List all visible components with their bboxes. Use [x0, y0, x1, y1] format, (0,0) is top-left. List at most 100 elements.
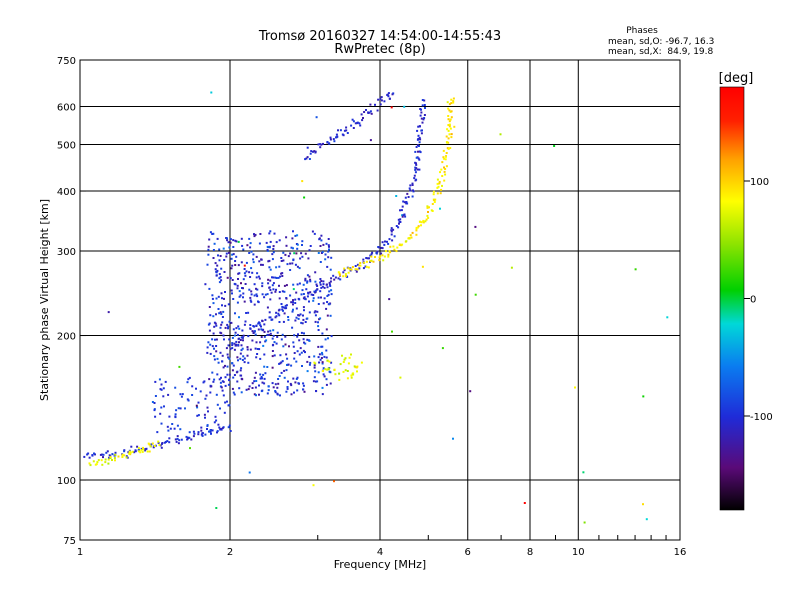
echo-point [321, 393, 324, 396]
echo-point [258, 384, 260, 387]
echo-point [153, 409, 156, 412]
echo-point [299, 257, 302, 260]
echo-point [270, 291, 273, 294]
echo-point [445, 135, 448, 138]
echo-point [158, 443, 161, 446]
echo-point [180, 438, 183, 441]
echo-point [211, 297, 214, 300]
echo-point [319, 278, 322, 280]
echo-point [243, 357, 246, 360]
echo-point [162, 387, 165, 390]
echo-point [321, 361, 324, 364]
echo-point [242, 292, 245, 295]
echo-point [314, 370, 317, 373]
echo-point [368, 257, 370, 260]
echo-point [380, 96, 383, 99]
echo-point [432, 190, 435, 193]
echo-point [339, 129, 342, 132]
echo-point [404, 196, 407, 199]
echo-point [223, 259, 226, 261]
echo-point [312, 484, 315, 487]
echo-point [228, 246, 231, 249]
echo-point [209, 231, 212, 234]
echo-point [397, 226, 400, 229]
echo-point [178, 365, 181, 368]
echo-point [449, 147, 452, 149]
echo-point [329, 268, 332, 271]
echo-point [346, 377, 349, 380]
echo-point [396, 246, 399, 249]
echo-point [302, 293, 305, 295]
echo-point [229, 238, 232, 241]
echo-point [279, 394, 281, 397]
echo-point [176, 424, 179, 427]
echo-point [246, 346, 249, 349]
echo-point [377, 246, 380, 248]
echo-point [196, 406, 199, 409]
echo-point [255, 255, 258, 258]
echo-point [330, 361, 333, 364]
echo-point [251, 330, 254, 333]
echo-point [197, 414, 200, 417]
echo-point [251, 271, 254, 274]
echo-point [166, 440, 169, 443]
echo-point [161, 442, 164, 444]
echo-point [352, 372, 355, 375]
echo-point [299, 347, 302, 350]
echo-point [446, 101, 449, 104]
echo-point [263, 365, 266, 368]
echo-point [243, 272, 246, 275]
echo-point [311, 230, 314, 233]
echo-point [179, 407, 182, 410]
echo-point [233, 342, 236, 345]
echo-point [284, 304, 287, 307]
echo-point [389, 245, 392, 248]
echo-point [379, 97, 382, 100]
echo-point [282, 259, 285, 262]
echo-point [174, 413, 177, 416]
echo-point [358, 267, 361, 270]
echo-point [275, 311, 278, 314]
echo-point [241, 244, 244, 247]
x-tick-label: 8 [527, 547, 533, 558]
echo-point [249, 242, 252, 245]
echo-point [216, 269, 219, 272]
echo-point [309, 152, 312, 155]
echo-point [342, 275, 345, 278]
echo-point [88, 462, 91, 465]
echo-point [255, 293, 258, 296]
echo-point [159, 444, 162, 447]
echo-point [319, 143, 322, 146]
echo-point [317, 321, 319, 324]
echo-point [242, 339, 244, 342]
echo-point [255, 324, 258, 327]
echo-point [350, 353, 352, 356]
echo-point [321, 370, 324, 372]
echo-point [309, 245, 312, 247]
echo-point [377, 98, 380, 101]
echo-point [402, 200, 405, 203]
echo-point [208, 329, 211, 332]
echo-point [268, 286, 271, 289]
echo-point [325, 349, 328, 352]
echo-point [248, 471, 251, 474]
echo-point [450, 116, 453, 119]
echo-point [253, 330, 256, 333]
echo-point [277, 382, 280, 385]
echo-point [219, 351, 222, 354]
echo-point [367, 266, 370, 269]
echo-point [282, 306, 285, 309]
echo-point [208, 378, 211, 381]
echo-point [292, 341, 295, 344]
echo-point [292, 303, 294, 306]
echo-point [266, 392, 269, 395]
echo-point [314, 289, 317, 292]
echo-point [356, 370, 358, 373]
echo-point [231, 369, 234, 372]
stats-x-mode: mean, sd,X: 84.9, 19.8 [608, 47, 714, 57]
echo-point [261, 285, 264, 288]
echo-point [448, 123, 451, 126]
echo-point [329, 285, 332, 287]
echo-point [278, 284, 280, 287]
echo-point [308, 158, 311, 160]
